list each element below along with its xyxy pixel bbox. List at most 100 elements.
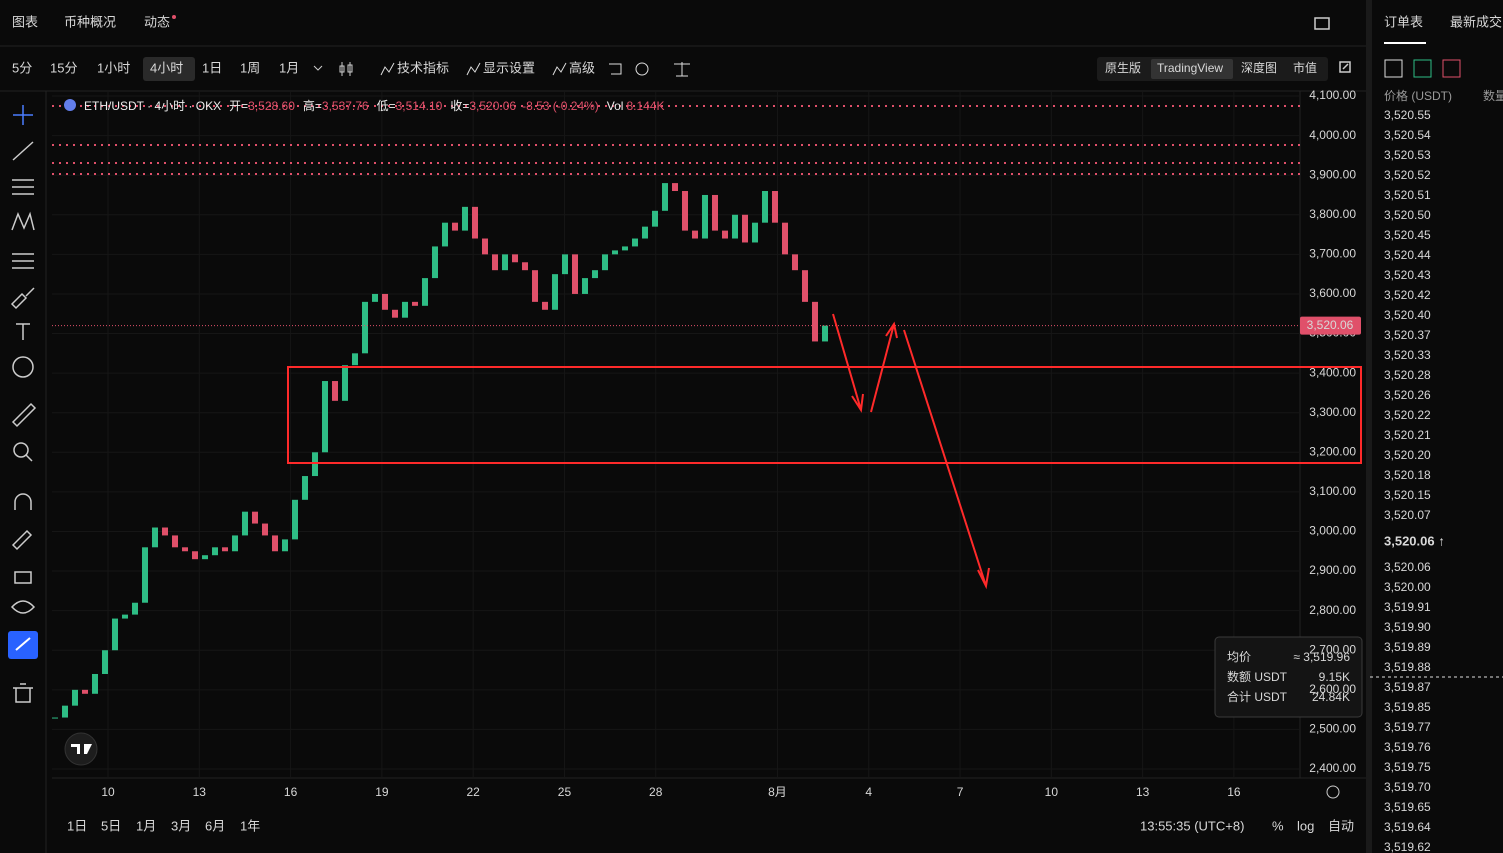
layout-icon[interactable] bbox=[1314, 17, 1330, 30]
view[interactable]: 原生版 bbox=[1105, 61, 1141, 75]
top-tab[interactable]: 动态 bbox=[144, 14, 170, 29]
ruler-tool[interactable] bbox=[11, 402, 37, 428]
candle bbox=[422, 278, 428, 306]
compare-icon bbox=[674, 62, 690, 77]
range[interactable]: 1年 bbox=[240, 818, 260, 833]
range[interactable]: 1日 bbox=[67, 818, 87, 833]
book-icons bbox=[1384, 59, 1461, 78]
axis-settings[interactable] bbox=[1326, 785, 1340, 799]
axis-option[interactable]: % bbox=[1272, 818, 1284, 833]
range[interactable]: 6月 bbox=[205, 818, 225, 833]
book-view[interactable] bbox=[1384, 59, 1403, 78]
brush-tool[interactable] bbox=[10, 287, 35, 310]
candle bbox=[642, 226, 648, 239]
zone-box bbox=[287, 366, 1362, 464]
candle bbox=[512, 254, 518, 263]
line-tool[interactable] bbox=[12, 141, 34, 161]
interval[interactable]: 1日 bbox=[202, 60, 222, 75]
text-tool[interactable] bbox=[16, 323, 30, 340]
bid-price: 3,519.89 bbox=[1384, 640, 1431, 654]
book-view[interactable] bbox=[1442, 59, 1461, 78]
zoom-tool[interactable] bbox=[13, 442, 29, 458]
tool[interactable]: 显示设置 bbox=[483, 60, 535, 75]
axis-option[interactable]: log bbox=[1297, 818, 1314, 833]
ask-price: 3,520.55 bbox=[1384, 108, 1431, 122]
interval[interactable]: 4小时 bbox=[150, 60, 183, 75]
book-view[interactable] bbox=[1413, 59, 1432, 78]
crosshair-tool[interactable] bbox=[13, 105, 33, 125]
y-tick-label: 2,600.00 bbox=[1309, 682, 1356, 696]
legend: ETH/USDT · 4小时 · OKX 开=3,528.60 高=3,537.76… bbox=[84, 98, 665, 113]
interval[interactable]: 5分 bbox=[12, 60, 32, 75]
candle bbox=[302, 476, 308, 500]
chart-type bbox=[339, 62, 353, 76]
interval[interactable]: 1周 bbox=[240, 60, 260, 75]
candle bbox=[782, 222, 788, 255]
x-tick-label: 10 bbox=[1045, 785, 1059, 799]
tooltip-value: 9.15K bbox=[1319, 670, 1350, 684]
view[interactable]: TradingView bbox=[1157, 61, 1223, 75]
last-price-label: 3,520.06 bbox=[1307, 318, 1354, 332]
book-tab[interactable]: 最新成交 bbox=[1450, 14, 1502, 29]
candle bbox=[272, 535, 278, 552]
candle bbox=[412, 301, 418, 306]
ask-price: 3,520.44 bbox=[1384, 248, 1431, 262]
candle bbox=[822, 325, 828, 342]
emoji-tool[interactable] bbox=[12, 356, 34, 378]
fullscreen-icon[interactable] bbox=[1339, 61, 1351, 73]
candle bbox=[472, 206, 478, 239]
lock-tool[interactable] bbox=[14, 571, 32, 584]
top-tab[interactable]: 币种概况 bbox=[64, 14, 116, 29]
bid-price: 3,519.65 bbox=[1384, 800, 1431, 814]
candle bbox=[442, 222, 448, 247]
tooltip-value: ≈ 3,519.96 bbox=[1293, 650, 1350, 664]
ask-price: 3,520.53 bbox=[1384, 148, 1431, 162]
tooltip bbox=[1214, 636, 1363, 718]
notify-dot bbox=[172, 15, 176, 19]
visibility-tool[interactable] bbox=[10, 600, 36, 614]
delete-tool[interactable] bbox=[13, 683, 33, 703]
top-tab[interactable]: 图表 bbox=[12, 14, 38, 29]
x-tick-label: 4 bbox=[865, 785, 872, 799]
ask-price: 3,520.40 bbox=[1384, 308, 1431, 322]
candle bbox=[652, 210, 658, 227]
x-tick-label: 25 bbox=[558, 785, 572, 799]
candle bbox=[62, 705, 68, 718]
axis-option[interactable]: 自动 bbox=[1328, 818, 1354, 833]
tv-logo-mark bbox=[71, 744, 92, 754]
candle bbox=[232, 535, 238, 552]
x-tick-label: 16 bbox=[284, 785, 298, 799]
magnet-tool[interactable] bbox=[14, 493, 32, 510]
fib-tool[interactable] bbox=[12, 253, 34, 269]
book-tab[interactable]: 订单表 bbox=[1384, 14, 1423, 29]
ask-price: 3,520.54 bbox=[1384, 128, 1431, 142]
range[interactable]: 5日 bbox=[101, 818, 121, 833]
range[interactable]: 3月 bbox=[171, 818, 191, 833]
range[interactable]: 1月 bbox=[136, 818, 156, 833]
ask-price: 3,520.20 bbox=[1384, 448, 1431, 462]
candle bbox=[122, 614, 128, 619]
tool[interactable]: 技术指标 bbox=[397, 60, 449, 75]
channel-tool[interactable] bbox=[12, 179, 34, 195]
y-tick-label: 2,500.00 bbox=[1309, 722, 1356, 736]
candle bbox=[222, 547, 228, 552]
pattern-tool[interactable] bbox=[11, 211, 35, 231]
y-tick-label: 2,800.00 bbox=[1309, 603, 1356, 617]
y-tick-label: 2,400.00 bbox=[1309, 761, 1356, 775]
interval[interactable]: 1小时 bbox=[97, 60, 130, 75]
candle bbox=[522, 262, 528, 271]
tool[interactable]: 高级 bbox=[569, 60, 595, 75]
interval[interactable]: 1月 bbox=[279, 60, 299, 75]
legend-item: 收= bbox=[450, 99, 469, 113]
view[interactable]: 深度图 bbox=[1241, 60, 1277, 75]
ask-price: 3,520.21 bbox=[1384, 428, 1431, 442]
splitter bbox=[1366, 0, 1372, 853]
lock-draw-tool[interactable] bbox=[11, 529, 33, 551]
candle bbox=[432, 246, 438, 279]
settings-icon[interactable] bbox=[635, 62, 649, 76]
candle bbox=[242, 511, 248, 536]
interval[interactable]: 15分 bbox=[50, 60, 77, 75]
view[interactable]: 市值 bbox=[1293, 60, 1317, 75]
candle bbox=[682, 191, 688, 231]
y-tick-label: 3,200.00 bbox=[1309, 444, 1356, 458]
